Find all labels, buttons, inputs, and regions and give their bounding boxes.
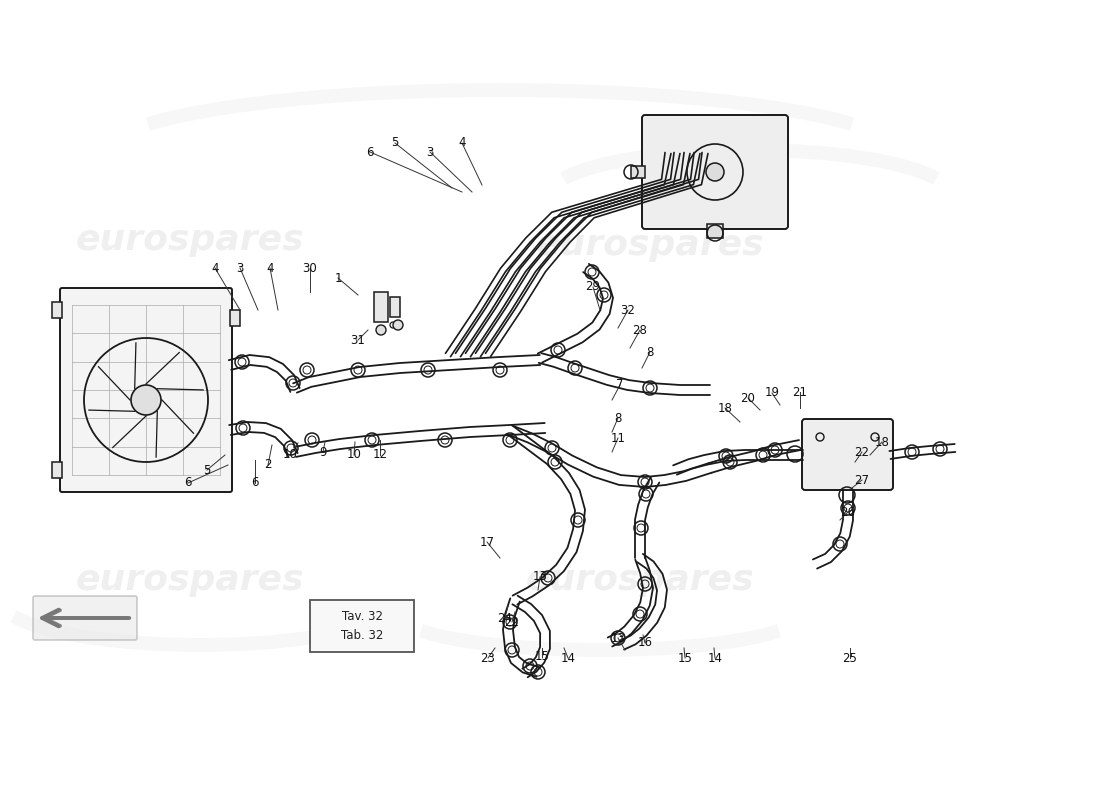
Text: 26: 26 [840, 506, 856, 518]
Text: 19: 19 [764, 386, 780, 399]
Text: eurospares: eurospares [536, 228, 764, 262]
Text: 16: 16 [638, 637, 652, 650]
Bar [707, 224, 723, 238]
Text: 17: 17 [480, 535, 495, 549]
Text: 6: 6 [185, 477, 191, 490]
Text: 8: 8 [614, 411, 622, 425]
Text: 2: 2 [264, 458, 272, 471]
Text: 4: 4 [211, 262, 219, 274]
Text: 10: 10 [283, 449, 297, 462]
Text: 12: 12 [373, 449, 387, 462]
Text: 3: 3 [427, 146, 433, 158]
Text: 24: 24 [497, 611, 513, 625]
Text: eurospares: eurospares [76, 563, 305, 597]
Text: 22: 22 [855, 446, 869, 458]
Text: 30: 30 [302, 262, 318, 274]
Circle shape [393, 320, 403, 330]
Bar [52, 302, 62, 318]
Text: 15: 15 [535, 650, 549, 663]
Text: eurospares: eurospares [526, 563, 755, 597]
Text: 21: 21 [792, 386, 807, 398]
Circle shape [376, 325, 386, 335]
Text: 27: 27 [855, 474, 869, 486]
Text: 23: 23 [481, 651, 495, 665]
Text: 25: 25 [843, 651, 857, 665]
Text: 15: 15 [678, 651, 692, 665]
Text: 4: 4 [459, 137, 465, 150]
Bar [631, 166, 645, 178]
FancyBboxPatch shape [60, 288, 232, 492]
Circle shape [706, 163, 724, 181]
Bar [52, 462, 62, 478]
Text: 32: 32 [620, 303, 636, 317]
FancyBboxPatch shape [802, 419, 893, 490]
Text: 11: 11 [610, 431, 626, 445]
Text: 14: 14 [561, 651, 575, 665]
Text: 9: 9 [319, 446, 327, 458]
Text: 29: 29 [585, 281, 601, 294]
Bar [230, 310, 240, 326]
Text: 6: 6 [366, 146, 374, 158]
Text: 5: 5 [392, 137, 398, 150]
Text: 28: 28 [632, 323, 648, 337]
Text: 20: 20 [740, 391, 756, 405]
Text: 4: 4 [266, 262, 274, 274]
Text: 22: 22 [505, 615, 519, 629]
Text: 3: 3 [236, 262, 244, 274]
Text: eurospares: eurospares [76, 223, 305, 257]
Text: 10: 10 [346, 449, 362, 462]
Circle shape [131, 385, 161, 415]
FancyBboxPatch shape [310, 600, 414, 652]
Text: 7: 7 [616, 378, 624, 391]
Text: 1: 1 [334, 271, 342, 285]
Bar [390, 297, 400, 317]
FancyBboxPatch shape [642, 115, 788, 229]
Text: 6: 6 [251, 477, 258, 490]
Circle shape [390, 322, 396, 328]
FancyBboxPatch shape [33, 596, 138, 640]
Text: 18: 18 [874, 435, 890, 449]
Text: 5: 5 [204, 463, 211, 477]
Text: 8: 8 [647, 346, 653, 358]
Text: 31: 31 [351, 334, 365, 346]
Text: 13: 13 [532, 570, 548, 583]
Bar [374, 292, 388, 322]
Text: 13: 13 [610, 631, 626, 645]
Text: Tav. 32
Tab. 32: Tav. 32 Tab. 32 [341, 610, 383, 642]
Text: 14: 14 [707, 651, 723, 665]
Text: 18: 18 [717, 402, 733, 414]
